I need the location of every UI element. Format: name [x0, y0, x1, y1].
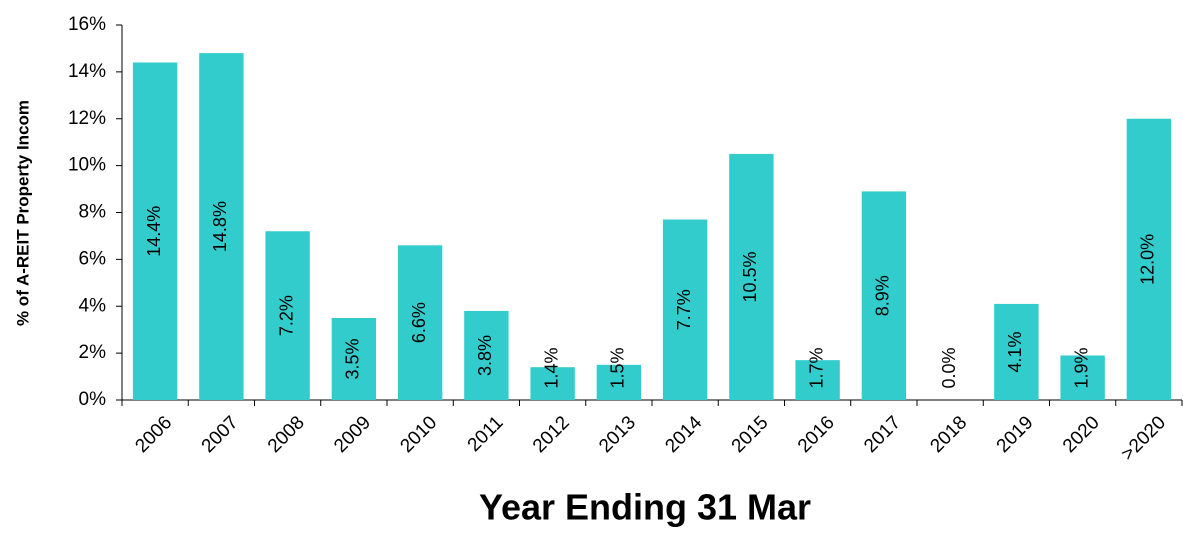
- x-axis-label: Year Ending 31 Mar: [479, 487, 811, 528]
- y-tick-label: 12%: [68, 108, 106, 129]
- x-tick-label: 2020: [1059, 412, 1104, 457]
- value-label: 3.5%: [343, 338, 363, 379]
- value-label: 10.5%: [740, 251, 760, 302]
- value-label: 1.9%: [1071, 347, 1091, 388]
- x-tick-label: 2006: [131, 412, 176, 457]
- value-label: 4.1%: [1005, 331, 1025, 372]
- x-tick-label: 2013: [595, 412, 640, 457]
- bar: [464, 310, 509, 400]
- value-label: 7.7%: [674, 289, 694, 330]
- bar: [861, 191, 907, 400]
- x-tick-label: 2012: [529, 412, 574, 457]
- x-tick-label: 2018: [926, 412, 971, 457]
- y-tick-label: 14%: [68, 61, 106, 82]
- bar: [265, 231, 310, 400]
- x-tick-label: 2014: [661, 412, 706, 457]
- bar: [795, 360, 840, 400]
- x-tick-label: 2011: [464, 412, 508, 456]
- x-tick-label: 2009: [330, 412, 375, 457]
- value-label: 8.9%: [873, 275, 893, 316]
- x-tick-label: 2016: [794, 412, 839, 457]
- value-label: 3.8%: [475, 335, 495, 376]
- x-tick-label: 2017: [860, 412, 905, 457]
- value-label: 1.7%: [806, 347, 826, 388]
- bar: [596, 364, 642, 400]
- bar: [132, 62, 178, 400]
- x-tick-label: 2007: [198, 412, 243, 457]
- value-label: 7.2%: [276, 295, 296, 336]
- x-tick-label: 2010: [396, 412, 441, 457]
- y-tick-label: 16%: [68, 14, 106, 35]
- bar: [397, 245, 443, 400]
- y-tick-label: 10%: [68, 155, 106, 176]
- x-tick-label: 2015: [728, 412, 773, 457]
- bar: [331, 317, 377, 400]
- y-axis-label: % of A-REIT Property Incom: [13, 100, 32, 326]
- y-tick-label: 8%: [79, 202, 107, 223]
- value-label: 0.0%: [939, 347, 959, 388]
- value-label: 6.6%: [409, 302, 429, 343]
- bar: [1126, 118, 1172, 400]
- bar: [1060, 355, 1105, 400]
- y-tick-label: 6%: [79, 248, 107, 269]
- value-label: 14.8%: [210, 201, 230, 252]
- y-tick-label: 4%: [79, 295, 107, 316]
- bar: [994, 303, 1039, 400]
- bar: [729, 153, 774, 400]
- y-tick-label: 0%: [79, 389, 107, 410]
- x-tick-label: 2008: [264, 412, 309, 457]
- value-label: 1.4%: [541, 347, 561, 388]
- bar: [530, 367, 575, 400]
- value-label: 14.4%: [144, 206, 164, 257]
- x-tick-label: 2019: [993, 412, 1038, 457]
- bar: [662, 219, 708, 400]
- value-label: 12.0%: [1138, 234, 1158, 285]
- bar: [199, 53, 244, 400]
- y-tick-label: 2%: [79, 342, 107, 363]
- value-label: 1.5%: [608, 347, 628, 388]
- x-tick-label: >2020: [1117, 412, 1170, 465]
